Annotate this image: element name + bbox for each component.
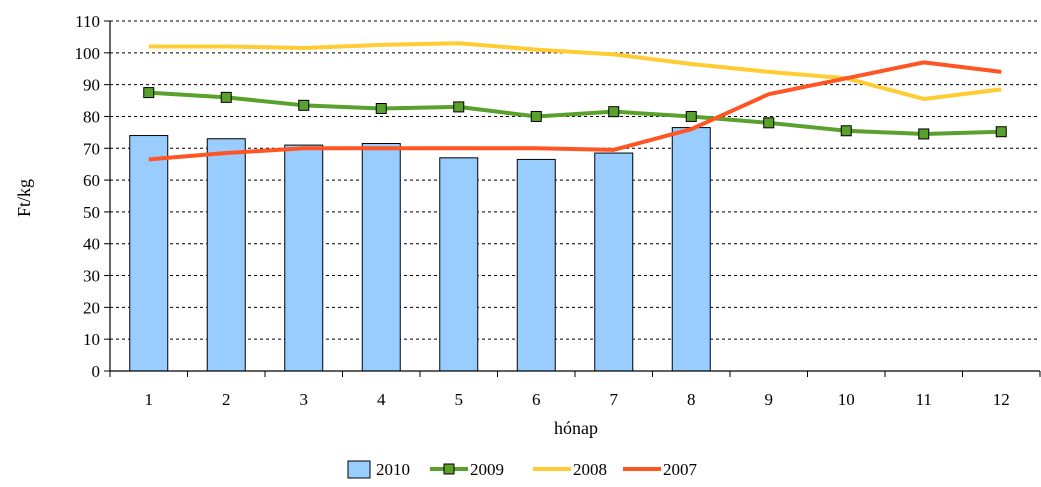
bar-2010-5 bbox=[439, 157, 479, 372]
y-axis-label: Ft/kg bbox=[14, 179, 34, 217]
y-tick-label: 30 bbox=[83, 267, 100, 286]
marker-2009-1 bbox=[143, 87, 155, 99]
marker-2009-11 bbox=[918, 128, 930, 140]
y-tick-label: 70 bbox=[83, 139, 100, 158]
legend-label-2010: 2010 bbox=[376, 460, 410, 479]
x-tick-label: 7 bbox=[610, 390, 619, 409]
marker-2009-8 bbox=[685, 110, 697, 122]
legend-swatch-2010 bbox=[347, 460, 371, 479]
marker-2009-3 bbox=[298, 99, 310, 111]
x-tick-label: 12 bbox=[993, 390, 1010, 409]
x-tick-label: 4 bbox=[377, 390, 386, 409]
x-tick-label: 1 bbox=[145, 390, 154, 409]
bar-2010-7 bbox=[594, 152, 634, 372]
y-tick-label: 80 bbox=[83, 107, 100, 126]
x-tick-label: 2 bbox=[222, 390, 231, 409]
x-tick-label: 3 bbox=[300, 390, 309, 409]
x-axis-label: hónap bbox=[554, 418, 598, 438]
bar-2010-6 bbox=[516, 158, 556, 372]
marker-2009-10 bbox=[840, 125, 852, 137]
legend-label-2007: 2007 bbox=[663, 460, 698, 479]
bars-2010 bbox=[129, 127, 711, 372]
line-series-2008 bbox=[148, 41, 1002, 101]
marker-2009-5 bbox=[453, 101, 465, 113]
marker-2009-6 bbox=[530, 110, 542, 122]
marker-2009-4 bbox=[375, 103, 387, 114]
bar-2010-1 bbox=[129, 135, 169, 372]
line-series-2009 bbox=[148, 90, 1002, 136]
y-tick-label: 20 bbox=[83, 298, 100, 317]
y-tick-label: 110 bbox=[75, 12, 100, 31]
x-tick-label: 8 bbox=[687, 390, 696, 409]
legend-marker-2009 bbox=[443, 463, 455, 475]
line-series-2007 bbox=[148, 60, 1002, 162]
y-tick-label: 10 bbox=[83, 330, 100, 349]
x-tick-label: 5 bbox=[455, 390, 464, 409]
marker-2009-2 bbox=[220, 91, 232, 103]
bar-2010-2 bbox=[206, 138, 246, 372]
legend-label-2008: 2008 bbox=[573, 460, 607, 479]
bar-2010-8 bbox=[671, 127, 711, 372]
legend-label-2009: 2009 bbox=[470, 460, 504, 479]
y-tick-label: 100 bbox=[75, 44, 101, 63]
y-tick-label: 60 bbox=[83, 171, 100, 190]
legend: 2010 2009 2008 2007 bbox=[347, 460, 698, 479]
marker-2009-7 bbox=[608, 106, 620, 118]
bar-2010-3 bbox=[284, 144, 324, 372]
x-tick-label: 6 bbox=[532, 390, 541, 409]
y-tick-label: 0 bbox=[92, 362, 101, 381]
marker-2009-9 bbox=[763, 117, 775, 129]
marker-2009-12 bbox=[995, 126, 1007, 138]
y-tick-label: 40 bbox=[83, 235, 100, 254]
y-tick-label: 90 bbox=[83, 76, 100, 95]
x-tick-label: 11 bbox=[916, 390, 932, 409]
lines bbox=[143, 41, 1007, 162]
x-tick-label: 10 bbox=[838, 390, 855, 409]
x-tick-label: 9 bbox=[765, 390, 774, 409]
y-tick-label: 50 bbox=[83, 203, 100, 222]
bar-2010-4 bbox=[361, 143, 401, 372]
